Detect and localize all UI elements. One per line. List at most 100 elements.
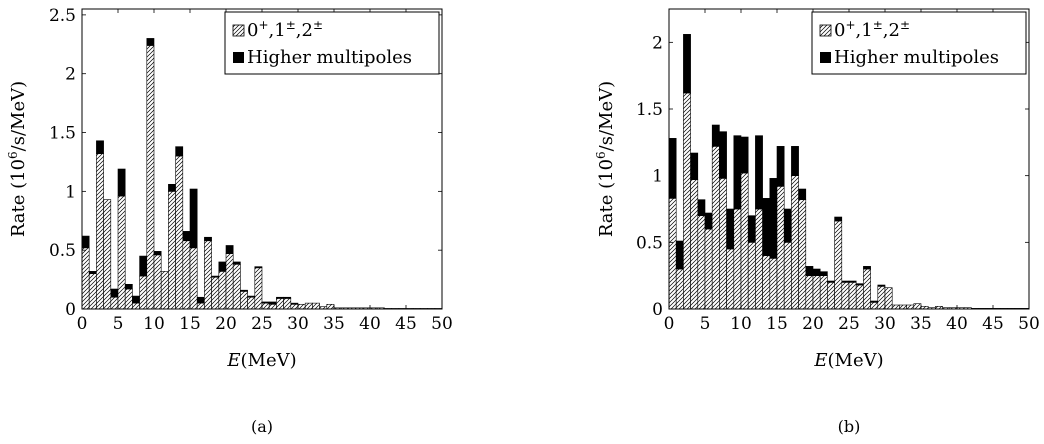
panel-a-ylabel: Rate (106/s/MeV): [6, 81, 29, 237]
x-tick-label: 25: [838, 314, 860, 334]
bar-higher-multipoles: [848, 280, 857, 283]
bar-hatched: [232, 263, 241, 310]
bar-hatched: [805, 275, 814, 310]
bar-hatched: [326, 303, 335, 310]
bar-higher-multipoles: [96, 140, 104, 155]
bar-hatched: [870, 302, 879, 310]
bar-higher-multipoles: [834, 216, 843, 222]
bar-hatched: [819, 275, 828, 310]
bar-higher-multipoles: [733, 135, 742, 210]
bar-higher-multipoles: [812, 268, 821, 276]
bar-higher-multipoles: [776, 146, 785, 187]
bar-higher-multipoles: [124, 283, 133, 290]
panel-a-bars: [81, 38, 443, 310]
bar-higher-multipoles: [153, 251, 162, 256]
x-tick-label: 5: [700, 314, 711, 334]
legend-hatched-label: 0+,1±,2±: [247, 18, 323, 41]
x-tick-label: 30: [287, 314, 309, 334]
bar-higher-multipoles: [783, 208, 792, 243]
bar-hatched: [304, 302, 313, 310]
bar-higher-multipoles: [769, 178, 778, 259]
bar-higher-multipoles: [855, 283, 864, 286]
bar-hatched: [791, 175, 799, 310]
x-tick-label: 50: [431, 314, 453, 334]
bar-hatched: [841, 282, 850, 310]
bar-higher-multipoles: [168, 183, 176, 192]
bar-hatched: [747, 242, 756, 310]
bar-hatched: [812, 275, 821, 310]
bar-hatched: [240, 291, 248, 310]
bar-hatched: [312, 302, 320, 310]
legend-box: [811, 11, 1027, 75]
y-tick-label: 0: [652, 300, 663, 320]
bar-hatched: [798, 199, 807, 310]
legend-solid-label: Higher multipoles: [834, 47, 999, 68]
bar-higher-multipoles: [196, 296, 205, 304]
x-tick-label: 10: [730, 314, 752, 334]
bar-hatched: [211, 276, 220, 310]
bar-higher-multipoles: [819, 271, 828, 276]
bar-hatched: [146, 45, 155, 310]
bar-hatched: [124, 288, 133, 310]
x-tick-label: 10: [143, 314, 165, 334]
bar-higher-multipoles: [211, 275, 220, 278]
bar-higher-multipoles: [146, 38, 155, 46]
bar-higher-multipoles: [139, 255, 148, 277]
bar-higher-multipoles: [719, 131, 727, 179]
bar-higher-multipoles: [240, 289, 248, 292]
bar-hatched: [96, 153, 104, 310]
bar-hatched: [683, 92, 691, 310]
bar-hatched: [153, 254, 162, 310]
bar-higher-multipoles: [675, 240, 684, 270]
y-tick-label: 0: [65, 300, 76, 320]
x-tick-label: 15: [179, 314, 201, 334]
bar-higher-multipoles: [182, 231, 191, 242]
x-tick-label: 50: [1018, 314, 1040, 334]
bar-hatched: [103, 199, 112, 310]
bar-hatched: [110, 296, 119, 310]
bar-hatched: [132, 302, 140, 310]
bar-hatched: [283, 298, 292, 310]
y-tick-label: 1: [65, 182, 76, 202]
panel-a-legend: 0+,1±,2± Higher multipoles: [224, 11, 440, 75]
bar-higher-multipoles: [175, 146, 184, 157]
legend-hatched-label: 0+,1±,2±: [834, 18, 910, 41]
bar-hatched: [297, 303, 306, 310]
bar-higher-multipoles: [247, 295, 256, 298]
bar-hatched: [261, 302, 270, 310]
bar-hatched: [268, 303, 277, 310]
bar-hatched: [675, 268, 684, 310]
legend-solid-swatch: [233, 52, 244, 63]
x-tick-label: 0: [77, 314, 88, 334]
panel-b-xlabel: E(MeV): [813, 350, 883, 371]
bar-hatched: [81, 247, 90, 310]
bar-higher-multipoles: [726, 208, 735, 250]
bar-hatched: [690, 179, 699, 310]
panel-b-caption: (b): [838, 417, 861, 436]
bar-higher-multipoles: [697, 199, 706, 216]
bar-higher-multipoles: [740, 136, 749, 174]
x-tick-label: 0: [664, 314, 675, 334]
bar-hatched: [139, 275, 148, 310]
x-tick-label: 5: [113, 314, 124, 334]
x-tick-label: 45: [395, 314, 417, 334]
bar-higher-multipoles: [690, 152, 699, 180]
y-tick-label: 0.5: [636, 233, 663, 253]
bar-hatched: [247, 296, 256, 310]
bar-hatched: [697, 215, 706, 310]
y-tick-label: 1.5: [636, 100, 663, 120]
bar-hatched: [276, 298, 284, 310]
bar-hatched: [769, 258, 778, 310]
bar-hatched: [225, 253, 234, 310]
bar-higher-multipoles: [283, 296, 292, 299]
panel-b-legend: 0+,1±,2± Higher multipoles: [811, 11, 1027, 75]
bar-hatched: [884, 287, 893, 310]
legend-hatched-swatch: [819, 24, 832, 37]
bar-higher-multipoles: [232, 261, 241, 265]
bar-hatched: [755, 208, 763, 310]
bar-hatched: [877, 286, 886, 310]
bar-higher-multipoles: [711, 124, 720, 147]
x-tick-label: 45: [982, 314, 1004, 334]
